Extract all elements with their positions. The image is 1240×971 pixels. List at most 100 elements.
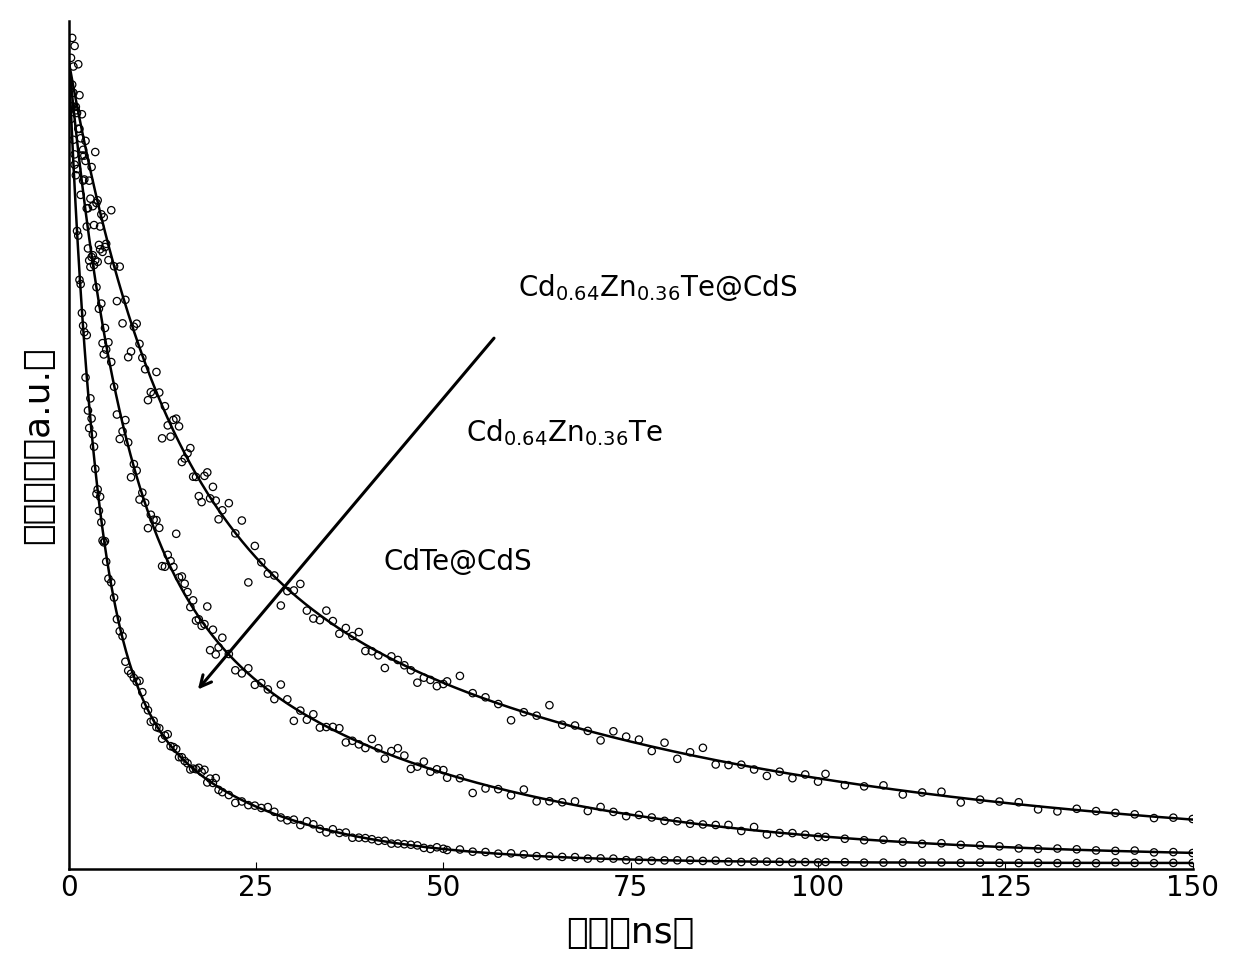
Point	[1125, 843, 1145, 858]
Point	[203, 622, 223, 638]
Point	[770, 825, 790, 841]
Point	[61, 50, 81, 66]
Point	[91, 489, 110, 505]
Point	[177, 755, 197, 771]
Point	[74, 172, 94, 187]
Point	[693, 854, 713, 869]
Point	[655, 813, 675, 828]
Point	[770, 764, 790, 780]
Point	[180, 761, 200, 777]
Point	[157, 726, 177, 742]
Point	[76, 133, 95, 149]
Point	[304, 707, 324, 722]
Point	[1028, 841, 1048, 856]
Point	[1125, 807, 1145, 822]
Point	[990, 839, 1009, 854]
Point	[590, 733, 610, 749]
Point	[893, 834, 913, 850]
Point	[197, 599, 217, 615]
Point	[63, 85, 83, 101]
Point	[102, 575, 122, 590]
Point	[69, 87, 89, 103]
Point	[130, 491, 150, 507]
Point	[970, 838, 990, 854]
Point	[115, 413, 135, 428]
Point	[1145, 845, 1164, 860]
Point	[94, 210, 114, 225]
Point	[104, 589, 124, 605]
Point	[87, 195, 107, 211]
Point	[86, 252, 105, 268]
Point	[124, 319, 144, 335]
Point	[1163, 845, 1183, 860]
Point	[238, 575, 258, 590]
Point	[258, 682, 278, 697]
Point	[835, 854, 854, 870]
Point	[681, 816, 701, 831]
Point	[1028, 802, 1048, 818]
Point	[203, 479, 223, 494]
Point	[206, 770, 226, 786]
Point	[501, 787, 521, 803]
Point	[782, 770, 802, 786]
Point	[578, 851, 598, 866]
Point	[219, 495, 239, 511]
Point	[476, 689, 496, 705]
Point	[161, 429, 181, 445]
Point	[91, 218, 110, 234]
Point	[655, 735, 675, 751]
Point	[578, 723, 598, 739]
Point	[188, 760, 208, 776]
Point	[87, 486, 107, 502]
Point	[782, 854, 802, 870]
Point	[527, 708, 547, 723]
Point	[450, 668, 470, 684]
Point	[67, 105, 87, 120]
Point	[290, 703, 310, 719]
Point	[1086, 855, 1106, 871]
Point	[304, 817, 324, 832]
Point	[212, 630, 232, 646]
Point	[188, 488, 208, 504]
Point	[1183, 855, 1203, 871]
Point	[153, 558, 172, 574]
Point	[77, 201, 97, 217]
Point	[68, 228, 88, 244]
Point	[172, 569, 192, 585]
Point	[539, 849, 559, 864]
Point	[153, 731, 172, 747]
Point	[264, 804, 284, 820]
Point	[604, 851, 624, 866]
Point	[374, 833, 394, 849]
Point	[539, 793, 559, 809]
Point	[113, 628, 133, 644]
Point	[1105, 854, 1125, 870]
Point	[438, 674, 458, 689]
Point	[732, 757, 751, 773]
Point	[166, 741, 186, 756]
Text: Cd$_{0.64}$Zn$_{0.36}$Te: Cd$_{0.64}$Zn$_{0.36}$Te	[466, 418, 662, 449]
Point	[69, 121, 89, 137]
Point	[200, 490, 219, 506]
Point	[693, 817, 713, 832]
Point	[200, 643, 219, 658]
Point	[565, 850, 585, 865]
Point	[175, 753, 195, 769]
Point	[133, 685, 153, 700]
Point	[1086, 803, 1106, 819]
Point	[463, 786, 482, 801]
Point	[362, 644, 382, 659]
Point	[330, 825, 350, 841]
Point	[155, 727, 175, 743]
Point	[177, 585, 197, 600]
Point	[873, 778, 893, 793]
Point	[246, 798, 265, 814]
Point	[476, 781, 496, 796]
Point	[226, 795, 246, 811]
X-axis label: 时间（ns）: 时间（ns）	[567, 917, 694, 951]
Point	[95, 533, 115, 549]
Point	[756, 768, 776, 784]
Point	[873, 854, 893, 870]
Point	[88, 482, 108, 497]
Point	[138, 702, 157, 718]
